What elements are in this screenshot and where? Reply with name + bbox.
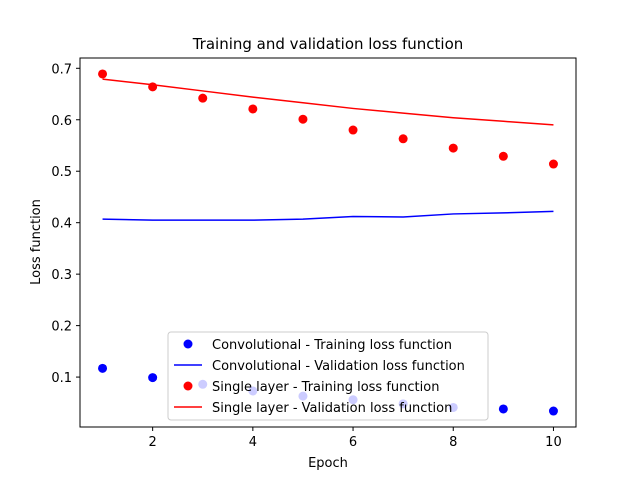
y-tick-label: 0.5 <box>51 165 72 180</box>
series-line <box>102 210 554 221</box>
legend-label: Convolutional - Validation loss function <box>212 359 465 374</box>
x-axis: 2 4 6 8 10 <box>149 427 562 450</box>
y-tick-label: 0.4 <box>51 217 72 232</box>
data-point <box>398 134 408 144</box>
y-axis-label: Loss function <box>29 199 44 285</box>
y-tick-label: 0.7 <box>51 62 72 77</box>
data-point <box>98 363 108 373</box>
data-point <box>148 373 158 383</box>
x-axis-label: Epoch <box>308 456 348 471</box>
x-tick-label: 8 <box>449 435 457 450</box>
series-line <box>102 78 554 126</box>
legend-box <box>167 331 489 421</box>
y-axis: 0.1 0.2 0.3 0.4 0.5 0.6 0.7 <box>51 62 80 386</box>
data-point <box>348 125 358 135</box>
axes-frame <box>79 57 577 428</box>
data-point <box>448 143 458 153</box>
data-point <box>498 151 508 161</box>
series-1 <box>102 210 554 221</box>
legend-label: Single layer - Validation loss function <box>212 401 452 416</box>
x-tick-label: 2 <box>149 435 157 450</box>
legend-label: Single layer - Training loss function <box>212 380 439 395</box>
legend: Convolutional - Training loss function Co… <box>167 331 489 421</box>
x-tick-label: 6 <box>349 435 357 450</box>
y-tick-label: 0.3 <box>51 268 72 283</box>
legend-marker-swatch <box>183 339 193 349</box>
legend-marker-swatch <box>183 381 193 391</box>
x-tick-label: 4 <box>249 435 257 450</box>
series-3 <box>102 78 554 126</box>
legend-label: Convolutional - Training loss function <box>212 338 452 353</box>
y-tick-label: 0.6 <box>51 114 72 129</box>
y-tick-label: 0.1 <box>51 371 72 386</box>
chart-title: Training and validation loss function <box>192 35 464 53</box>
y-tick-label: 0.2 <box>51 320 72 335</box>
x-tick-label: 10 <box>545 435 562 450</box>
data-point <box>548 159 558 169</box>
data-point <box>198 93 208 103</box>
data-point <box>298 114 308 124</box>
data-point <box>248 104 258 114</box>
data-point <box>548 406 558 416</box>
data-point <box>498 404 508 414</box>
data-point <box>98 69 108 79</box>
